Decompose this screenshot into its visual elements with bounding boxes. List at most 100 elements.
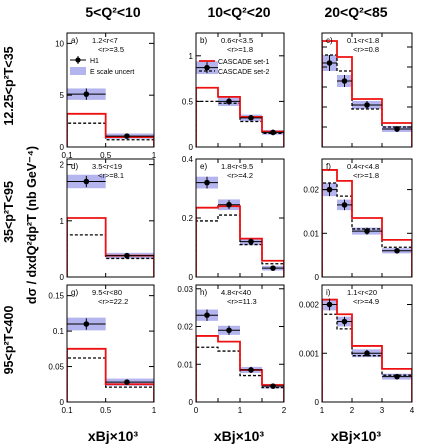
h1-point-5-3 [248, 238, 254, 245]
panel-range-2: 0.6<r<3.5 [221, 36, 253, 45]
panel-label-9: i) [326, 288, 331, 297]
y-axis-label: dσ / dxdQ²dp²T (nb GeV⁻⁴) [25, 146, 39, 304]
h1-point-5-2 [226, 201, 232, 208]
y-tick-label-5-2: 0.2 [182, 214, 194, 223]
panel-range-3: 0.1<r<1.8 [347, 36, 379, 45]
x-axis-label-col-2: xBj×10³ [214, 428, 265, 444]
x-tick-label-7-1: 0.1 [61, 406, 73, 415]
y-tick-label-4-2: 1 [60, 217, 65, 226]
panel-mean-7: <r>=22.2 [98, 297, 128, 306]
panel-7: 0.1 0.5 1 0 0.05 0.1 0.15 g) 9.5<r<80<r>=22.2 [48, 284, 157, 415]
plot-area-3 [322, 40, 412, 147]
h1-point-3-1 [326, 60, 333, 66]
h1-point-5-1 [204, 179, 210, 186]
panel-frame-7 [66, 284, 155, 403]
legend-cascade2-text: CASCADE set-2 [218, 69, 269, 76]
legend-h1-marker [75, 57, 81, 63]
h1-point-8-3 [248, 367, 254, 373]
h1-point-2-2 [226, 98, 232, 105]
plot-area-5 [196, 176, 284, 277]
panel-range-4: 3.5<r<19 [92, 162, 122, 171]
h1-point-5-4 [270, 265, 276, 271]
panel-range-9: 1.1<r<20 [347, 288, 377, 297]
y-tick-label-1-2: 5 [60, 91, 65, 100]
panel-label-4: d) [71, 162, 78, 171]
h1-point-8-1 [204, 312, 210, 318]
plot-area-8 [196, 309, 284, 402]
panel-mean-8: <r>=11.3 [227, 297, 257, 306]
cascade-set1-line-3 [322, 40, 412, 147]
h1-point-2-3 [248, 115, 254, 121]
h1-point-1-1 [83, 91, 90, 97]
y-tick-label-5-1: 0 [189, 273, 194, 282]
y-tick-label-9-1: 0 [315, 398, 320, 407]
y-tick-label-1-1: 0 [60, 143, 65, 152]
cascade-set2-line-9 [322, 313, 412, 402]
panel-frame-1 [66, 32, 155, 148]
x-tick-label-9-4: 4 [410, 406, 415, 415]
h1-point-6-2 [341, 202, 348, 208]
y-tick-label-2-2: 0.5 [182, 97, 194, 106]
legend-escale-text: E scale uncert [90, 69, 134, 76]
y-tick-label-9-2: 0.001 [299, 349, 320, 358]
y-tick-label-6-1: 0 [315, 273, 320, 282]
panel-range-8: 4.8<r<40 [221, 288, 251, 297]
panel-mean-5: <r>=4.2 [227, 171, 253, 180]
h1-point-4-1 [83, 178, 90, 185]
panel-2: 0 0.5 1 b) 0.6<r<3.5<r>=1.8 [182, 32, 285, 152]
h1-point-3-2 [341, 78, 348, 84]
panel-3: c) 0.1<r<1.8<r>=0.8 [321, 32, 413, 148]
h1-point-7-1 [83, 321, 90, 327]
y-tick-label-5-3: 0.4 [182, 155, 194, 164]
y-tick-label-6-2: 0.01 [303, 229, 319, 238]
h1-point-1-2 [124, 133, 130, 139]
panel-mean-6: <r>=1.8 [353, 171, 379, 180]
x-tick-label-8-2: 1 [238, 406, 243, 415]
h1-point-4-2 [124, 252, 130, 259]
panel-range-6: 0.4<r<4.8 [347, 162, 379, 171]
x-tick-label-8-1: 0 [194, 406, 199, 415]
h1-point-2-1 [204, 64, 210, 71]
y-tick-label-8-3: 0.02 [177, 323, 193, 332]
h1-point-6-1 [326, 186, 333, 193]
row-title-3: 95<p²T<400 [2, 306, 16, 375]
panel-mean-9: <r>=4.9 [353, 297, 379, 306]
plot-area-6 [322, 169, 412, 277]
x-tick-label-1-1: 0.1 [61, 151, 73, 160]
y-tick-label-8-1: 0 [189, 398, 194, 407]
plot-area-1 [67, 88, 154, 147]
legend-h1-text: H1 [90, 58, 99, 65]
panel-mean-4: <r>=8.1 [98, 171, 124, 180]
x-tick-label-1-2: 0.5 [100, 151, 112, 160]
panel-8: 0 1 2 0 0.01 0.02 0.03 h) 4.8<r<40<r>=11.3 [177, 284, 287, 415]
y-tick-label-4-3: 2 [60, 161, 65, 170]
panel-label-8: h) [200, 288, 207, 297]
y-tick-label-9-3: 0.002 [299, 301, 320, 310]
h1-point-3-3 [364, 102, 370, 108]
x-tick-label-8-3: 2 [282, 406, 287, 415]
cascade-set1-line-5 [196, 205, 284, 277]
cascade-set1-line-7 [67, 347, 154, 402]
panel-label-1: a) [71, 36, 78, 45]
x-tick-label-9-1: 1 [320, 406, 325, 415]
panel-6: 0 0.01 0.02 f) 0.4<r<4.8<r>=1.8 [303, 158, 413, 282]
row-title-2: 35<p²T<95 [2, 181, 16, 243]
legend-h1: H1 E scale uncert [70, 56, 134, 76]
panel-4: 0 1 2 d) 3.5<r<19<r>=8.1 [60, 158, 155, 282]
h1-point-6-3 [364, 228, 370, 234]
legend-cascade: CASCADE set-1 CASCADE set-2 [199, 59, 269, 76]
panel-5: 0 0.2 0.4 e) 1.8<r<9.5<r>=4.2 [182, 155, 285, 282]
h1-point-3-4 [394, 126, 400, 132]
h1-point-9-2 [341, 318, 348, 325]
plot-area-2 [196, 61, 284, 147]
y-tick-label-7-3: 0.1 [53, 327, 65, 336]
y-tick-label-2-3: 1 [189, 52, 194, 61]
plot-area-7 [67, 317, 154, 402]
h1-point-2-4 [270, 129, 276, 136]
panel-label-6: f) [326, 162, 331, 171]
cascade-set1-line-6 [322, 169, 412, 277]
x-axis-label-col-3: xBj×10³ [331, 428, 382, 444]
